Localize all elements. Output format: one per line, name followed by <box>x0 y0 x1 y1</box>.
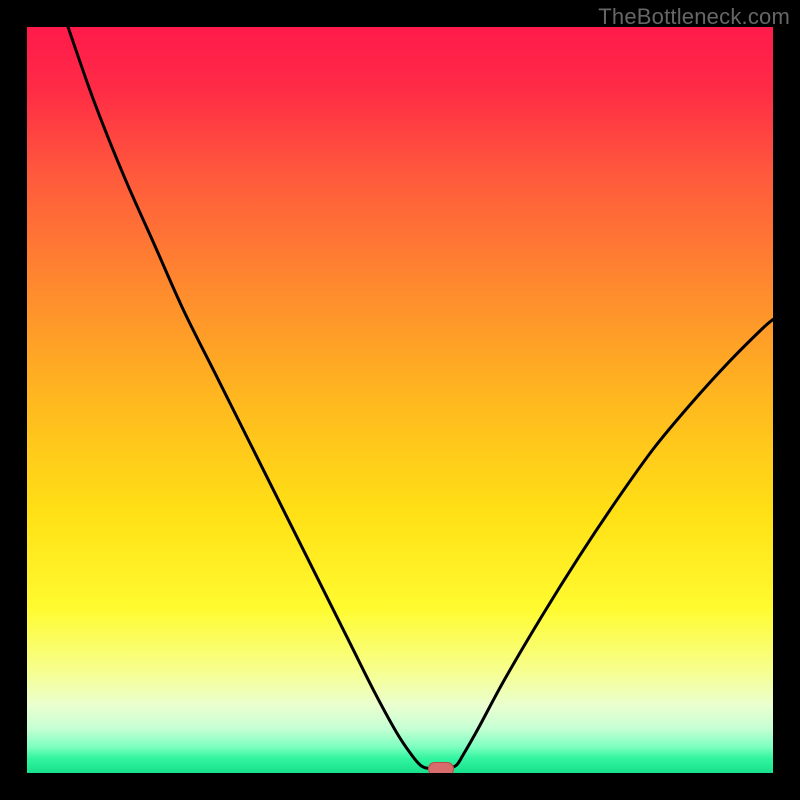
chart-frame: TheBottleneck.com <box>0 0 800 800</box>
watermark-text: TheBottleneck.com <box>598 4 790 30</box>
plot-area <box>27 27 773 773</box>
bottleneck-curve <box>27 27 773 773</box>
optimum-marker <box>428 762 454 773</box>
